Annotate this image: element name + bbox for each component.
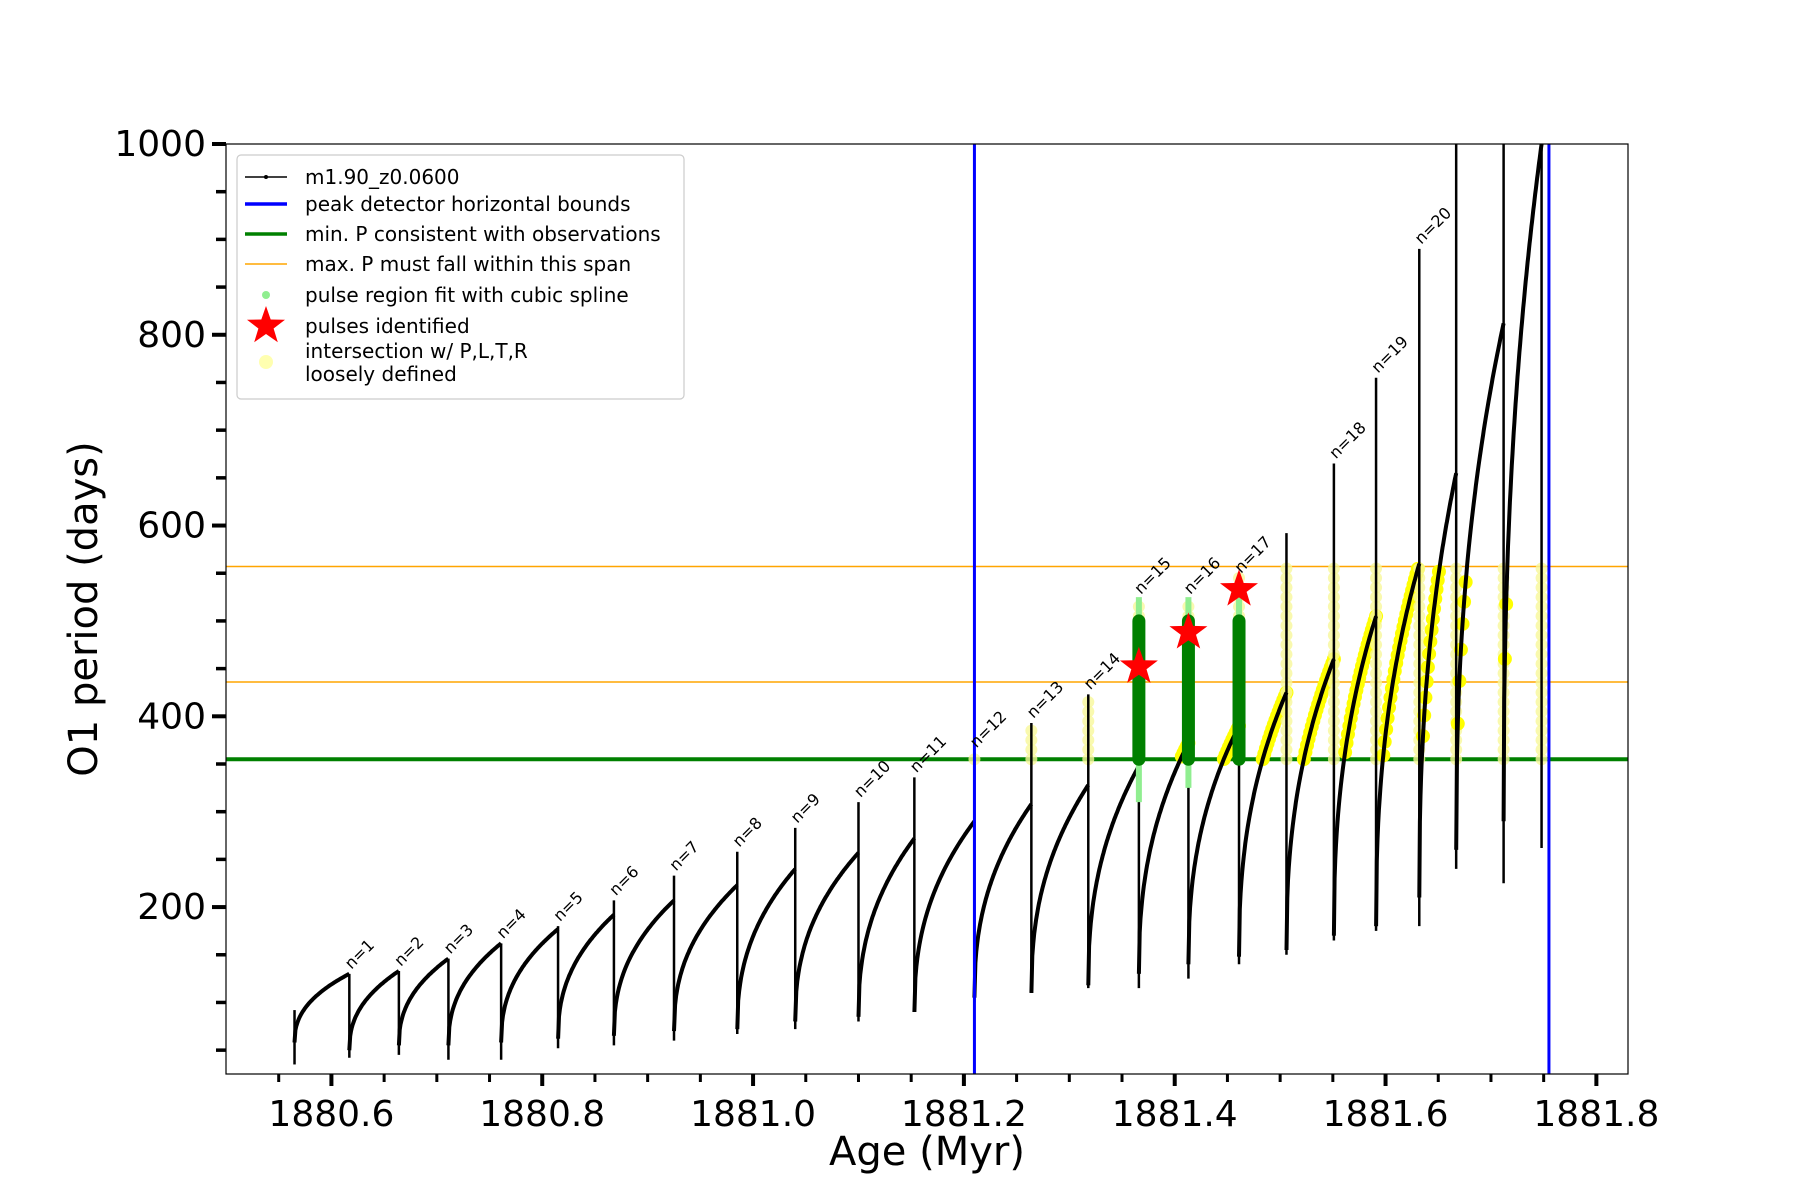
track-cycle-24 bbox=[1501, 144, 1544, 822]
x-tick-label-5: 1881.6 bbox=[1323, 1094, 1449, 1135]
track-cycle-13 bbox=[972, 802, 1033, 998]
track-cycle-4 bbox=[446, 941, 503, 1046]
pulse-label-18: n=18 bbox=[1325, 418, 1369, 462]
pulse-label-19: n=19 bbox=[1367, 332, 1411, 376]
pulse-label-9: n=9 bbox=[787, 789, 824, 826]
legend-handle-6 bbox=[259, 355, 273, 369]
y-tick-label-3: 800 bbox=[137, 315, 206, 356]
vertical-bound-lines bbox=[972, 144, 1551, 1074]
track-cycle-5 bbox=[499, 927, 560, 1043]
pulse-label-3: n=3 bbox=[440, 920, 477, 957]
pulse-label-7: n=7 bbox=[665, 837, 702, 874]
track-cycle-17 bbox=[1186, 724, 1241, 965]
track-cycle-14 bbox=[1029, 783, 1090, 993]
track-cycle-22 bbox=[1417, 472, 1459, 898]
pulse-identified-star-2 bbox=[1220, 569, 1258, 606]
track-cycle-23 bbox=[1454, 322, 1506, 850]
legend-label-5: pulses identified bbox=[305, 314, 470, 338]
pulse-label-12: n=12 bbox=[966, 707, 1010, 751]
y-tick-label-0: 200 bbox=[137, 887, 206, 928]
track-cycle-1 bbox=[292, 972, 351, 1043]
legend-label-2: min. P consistent with observations bbox=[305, 222, 661, 246]
spline-regions bbox=[1132, 597, 1246, 803]
pulse-label-6: n=6 bbox=[605, 862, 642, 899]
pulse-label-15: n=15 bbox=[1130, 553, 1174, 597]
legend-label-6: intersection w/ P,L,T,R bbox=[305, 339, 528, 363]
track-cycle-8 bbox=[672, 883, 739, 1032]
x-tick-label-1: 1880.8 bbox=[479, 1094, 605, 1135]
pulse-label-11: n=11 bbox=[906, 732, 950, 776]
legend-box bbox=[236, 154, 685, 400]
x-tick-label-4: 1881.4 bbox=[1112, 1094, 1238, 1135]
pulse-label-1: n=1 bbox=[341, 935, 378, 972]
track-cycle-12 bbox=[912, 820, 977, 1013]
legend-label-6-line2: loosely defined bbox=[305, 362, 457, 386]
track-cycle-9 bbox=[735, 867, 797, 1030]
period-track bbox=[292, 144, 1544, 1065]
track-cycle-3 bbox=[396, 957, 450, 1046]
track-cycle-11 bbox=[856, 837, 916, 1017]
legend-label-1: peak detector horizontal bounds bbox=[305, 192, 631, 216]
track-cycle-7 bbox=[611, 898, 676, 1036]
pulse-label-5: n=5 bbox=[549, 888, 586, 925]
track-cycle-6 bbox=[556, 913, 616, 1039]
pulse-label-14: n=14 bbox=[1080, 649, 1124, 693]
track-cycle-10 bbox=[793, 851, 860, 1022]
track-cycle-19 bbox=[1284, 658, 1336, 951]
legend-handle-4 bbox=[262, 291, 270, 299]
legend-handle-track-dot bbox=[264, 175, 268, 179]
x-tick-label-6: 1881.8 bbox=[1533, 1094, 1659, 1135]
track-cycle-21 bbox=[1374, 563, 1422, 927]
track-cycle-15 bbox=[1086, 764, 1141, 986]
pulse-label-8: n=8 bbox=[729, 813, 766, 850]
axes: 1880.6 1880.8 1881.0 1881.2 1881.4 1881.6 1881… bbox=[114, 124, 1659, 1135]
legend-label-0: m1.90_z0.0600 bbox=[305, 165, 460, 189]
pulses-identified-markers bbox=[1119, 569, 1258, 683]
y-tick-label-2: 600 bbox=[137, 506, 206, 547]
y-tick-label-1: 400 bbox=[137, 696, 206, 737]
pulse-label-20: n=20 bbox=[1411, 203, 1455, 247]
pulse-identified-star-1 bbox=[1169, 612, 1208, 649]
x-tick-label-3: 1881.2 bbox=[901, 1094, 1027, 1135]
pulse-label-17: n=17 bbox=[1230, 532, 1274, 576]
legend-label-3: max. P must fall within this span bbox=[305, 252, 631, 276]
track-cycle-16 bbox=[1136, 742, 1191, 974]
pulse-label-13: n=13 bbox=[1023, 677, 1067, 721]
x-axis-label: Age (Myr) bbox=[829, 1129, 1025, 1175]
track-cycle-2 bbox=[347, 969, 400, 1051]
pulse-label-2: n=2 bbox=[390, 933, 427, 970]
pulse-label-10: n=10 bbox=[850, 757, 894, 801]
legend-handle-5 bbox=[247, 306, 285, 343]
y-axis-label: O1 period (days) bbox=[61, 441, 107, 776]
x-tick-label-0: 1880.6 bbox=[268, 1094, 394, 1135]
legend-label-4: pulse region fit with cubic spline bbox=[305, 283, 629, 307]
track-cycle-18 bbox=[1237, 691, 1289, 957]
x-tick-label-2: 1881.0 bbox=[690, 1094, 816, 1135]
pulse-identified-star-0 bbox=[1119, 646, 1158, 683]
plot-frame bbox=[225, 143, 1629, 1075]
pulse-label-4: n=4 bbox=[493, 905, 530, 942]
track-cycle-20 bbox=[1331, 615, 1379, 936]
pulse-label-16: n=16 bbox=[1180, 553, 1224, 597]
y-tick-label-4: 1000 bbox=[114, 124, 206, 165]
